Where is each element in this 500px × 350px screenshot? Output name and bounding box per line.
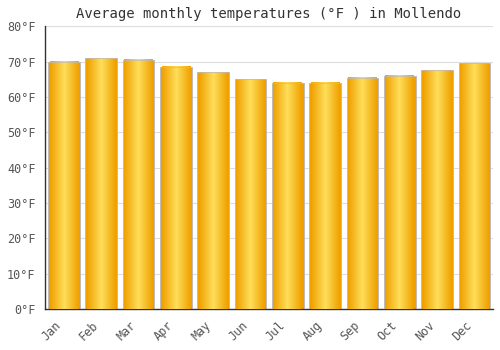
Bar	[272, 83, 304, 309]
Bar	[198, 72, 229, 309]
Title: Average monthly temperatures (°F ) in Mollendo: Average monthly temperatures (°F ) in Mo…	[76, 7, 462, 21]
Bar	[86, 58, 117, 309]
Bar	[421, 70, 453, 309]
Bar	[309, 83, 341, 309]
Bar	[86, 58, 117, 309]
Bar	[421, 70, 453, 309]
Bar	[234, 79, 266, 309]
Bar	[48, 62, 80, 309]
Bar	[346, 78, 378, 309]
Bar	[384, 76, 416, 309]
Bar	[458, 63, 490, 309]
Bar	[309, 83, 341, 309]
Bar	[458, 63, 490, 309]
Bar	[384, 76, 416, 309]
Bar	[160, 67, 192, 309]
Bar	[122, 60, 154, 309]
Bar	[122, 60, 154, 309]
Bar	[234, 79, 266, 309]
Bar	[272, 83, 304, 309]
Bar	[346, 78, 378, 309]
Bar	[48, 62, 80, 309]
Bar	[160, 67, 192, 309]
Bar	[198, 72, 229, 309]
